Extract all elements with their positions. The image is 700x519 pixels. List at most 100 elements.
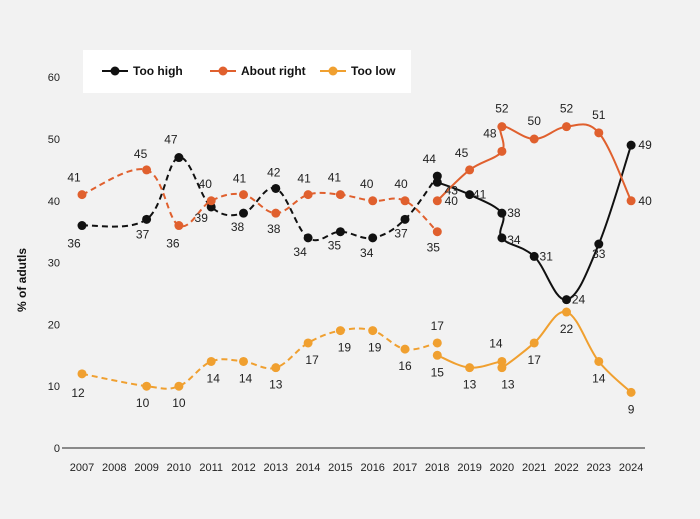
data-label: 13 bbox=[463, 378, 477, 392]
data-point bbox=[594, 356, 604, 366]
y-tick-label: 40 bbox=[48, 196, 60, 208]
data-label: 41 bbox=[473, 188, 487, 202]
data-label: 35 bbox=[427, 241, 441, 255]
data-point bbox=[497, 146, 507, 156]
data-point bbox=[432, 227, 442, 237]
data-label: 50 bbox=[528, 114, 542, 128]
data-point bbox=[497, 363, 507, 373]
legend-marker bbox=[328, 66, 338, 76]
data-point bbox=[562, 307, 571, 317]
y-tick-label: 20 bbox=[48, 319, 60, 331]
x-tick-label: 2023 bbox=[587, 462, 611, 474]
data-label: 40 bbox=[360, 177, 374, 191]
data-label: 19 bbox=[338, 341, 352, 355]
legend-box bbox=[83, 50, 411, 93]
data-point bbox=[206, 202, 216, 212]
data-point bbox=[562, 295, 571, 305]
x-tick-label: 2016 bbox=[360, 462, 384, 474]
data-point bbox=[77, 221, 87, 231]
data-point bbox=[594, 239, 604, 249]
data-point bbox=[271, 183, 281, 193]
data-label: 52 bbox=[560, 102, 574, 116]
data-label: 22 bbox=[560, 322, 574, 336]
data-point bbox=[142, 165, 152, 175]
data-point bbox=[303, 190, 313, 200]
data-label: 37 bbox=[394, 226, 408, 240]
data-point bbox=[368, 233, 378, 243]
data-label: 38 bbox=[507, 206, 521, 220]
data-label: 13 bbox=[269, 378, 283, 392]
series-points bbox=[77, 122, 636, 397]
data-label: 33 bbox=[592, 247, 606, 261]
data-label: 14 bbox=[592, 371, 606, 385]
legend-marker bbox=[110, 66, 120, 76]
data-label: 40 bbox=[199, 177, 213, 191]
data-label: 47 bbox=[164, 133, 178, 147]
data-label: 52 bbox=[495, 102, 509, 116]
x-tick-label: 2017 bbox=[393, 462, 417, 474]
axes: 0 10 20 30 40 50 60 2007 2008 2009 2010 2011 2012 201… bbox=[48, 72, 645, 474]
data-point bbox=[174, 221, 184, 231]
data-labels: 36 37 47 39 38 42 34 35 34 37 44 43 41 38 34 31 24 33 49 41… bbox=[67, 102, 652, 417]
data-point bbox=[626, 140, 636, 150]
data-label: 36 bbox=[166, 237, 180, 251]
data-point bbox=[335, 190, 345, 200]
data-label: 41 bbox=[67, 171, 81, 185]
data-point bbox=[271, 363, 281, 373]
data-point bbox=[368, 326, 378, 336]
data-label: 41 bbox=[233, 172, 247, 186]
data-label: 14 bbox=[239, 371, 253, 385]
x-tick-label: 2015 bbox=[328, 462, 352, 474]
data-point bbox=[529, 338, 539, 348]
legend-label: Too low bbox=[351, 64, 396, 78]
data-label: 40 bbox=[394, 177, 408, 191]
x-tick-label: 2007 bbox=[70, 462, 94, 474]
data-label: 38 bbox=[267, 222, 281, 236]
data-point bbox=[239, 208, 248, 218]
data-point bbox=[368, 196, 378, 206]
data-point bbox=[626, 387, 636, 397]
data-label: 45 bbox=[455, 146, 469, 160]
data-label: 9 bbox=[628, 402, 635, 416]
data-point bbox=[206, 356, 216, 366]
x-tick-label: 2014 bbox=[296, 462, 320, 474]
data-label: 49 bbox=[638, 138, 652, 152]
data-label: 24 bbox=[572, 293, 586, 307]
y-tick-label: 50 bbox=[48, 134, 60, 146]
data-label: 17 bbox=[305, 353, 319, 367]
data-point bbox=[529, 251, 539, 261]
data-label: 44 bbox=[423, 152, 437, 166]
y-tick-label: 30 bbox=[48, 258, 60, 270]
data-point bbox=[465, 363, 475, 373]
data-point bbox=[142, 214, 152, 224]
x-tick-label: 2020 bbox=[490, 462, 514, 474]
data-point bbox=[529, 134, 539, 144]
data-point bbox=[432, 177, 442, 187]
data-point bbox=[77, 369, 87, 379]
x-tick-label: 2022 bbox=[554, 462, 578, 474]
legend-label: About right bbox=[241, 64, 306, 78]
data-label: 15 bbox=[431, 365, 445, 379]
data-label: 34 bbox=[507, 233, 521, 247]
data-point bbox=[465, 165, 475, 175]
data-label: 13 bbox=[501, 378, 515, 392]
data-point bbox=[465, 190, 475, 200]
legend: Too high About right Too low bbox=[83, 50, 411, 93]
data-point bbox=[497, 122, 507, 132]
data-label: 16 bbox=[398, 359, 412, 373]
data-label: 34 bbox=[293, 245, 307, 259]
data-point bbox=[400, 196, 410, 206]
data-point bbox=[400, 344, 410, 354]
data-point bbox=[432, 196, 442, 206]
data-label: 14 bbox=[207, 371, 221, 385]
data-label: 34 bbox=[360, 246, 374, 260]
data-label: 19 bbox=[368, 341, 382, 355]
x-tick-label: 2011 bbox=[199, 462, 223, 474]
data-point bbox=[335, 326, 345, 336]
y-tick-label: 60 bbox=[48, 72, 60, 84]
data-point bbox=[239, 356, 248, 366]
data-label: 41 bbox=[328, 171, 342, 185]
data-point bbox=[142, 381, 152, 391]
